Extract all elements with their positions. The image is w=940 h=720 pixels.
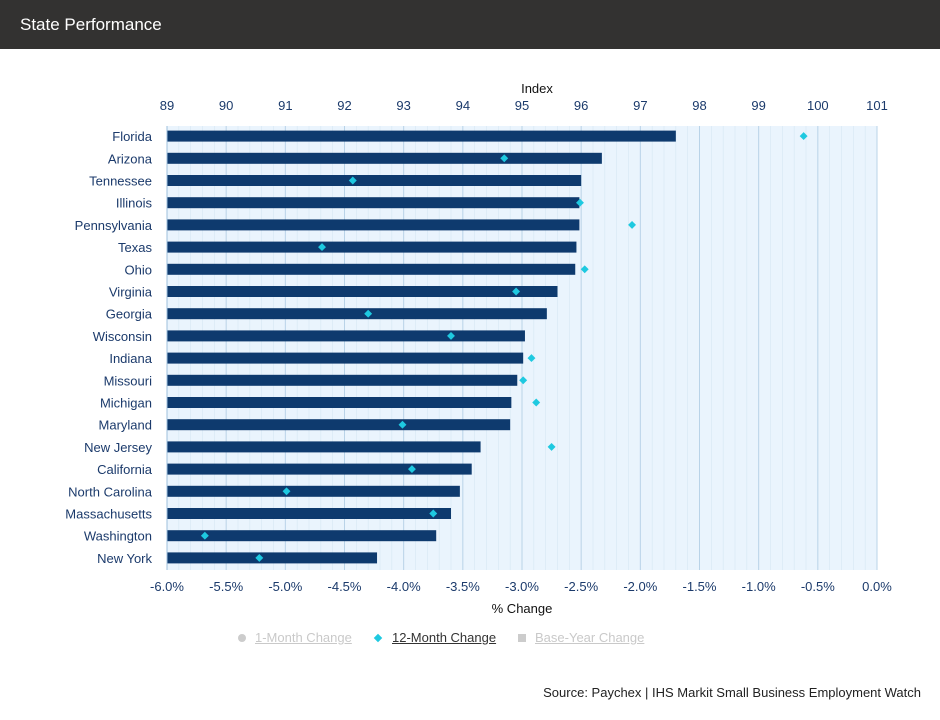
legend-label: Base-Year Change [535, 630, 645, 645]
index-bar [167, 352, 524, 364]
index-bar [167, 397, 512, 408]
top-axis-tick-label: 99 [751, 98, 765, 113]
top-axis-tick-label: 94 [456, 98, 470, 113]
diamond-icon [373, 633, 383, 642]
change-marker [255, 553, 264, 562]
change-marker [200, 531, 209, 540]
category-label: Washington [84, 529, 152, 544]
top-axis-title: Index [521, 81, 553, 96]
index-bar [167, 419, 511, 431]
legend-item-12-month-change[interactable]: 12-Month Change [373, 630, 497, 645]
top-axis-tick-label: 97 [633, 98, 647, 113]
category-label: Florida [112, 129, 153, 144]
index-bar [167, 263, 576, 275]
index-bar [167, 219, 580, 231]
top-axis-tick-label: 89 [160, 98, 174, 113]
change-marker [282, 487, 291, 496]
index-bar [167, 485, 460, 497]
change-marker [799, 132, 808, 141]
category-label: Indiana [109, 351, 152, 366]
category-label: Georgia [106, 307, 153, 322]
top-axis-tick-label: 91 [278, 98, 292, 113]
category-label: Maryland [99, 418, 152, 433]
index-bar [167, 175, 582, 186]
top-axis-tick-label: 100 [807, 98, 829, 113]
index-bar [167, 241, 577, 253]
index-bar [167, 152, 602, 164]
index-bar [167, 530, 437, 542]
top-axis-tick-label: 92 [337, 98, 351, 113]
top-axis-tick-label: 101 [866, 98, 888, 113]
category-label: Texas [118, 240, 152, 255]
legend-label: 12-Month Change [392, 630, 497, 645]
index-bar [167, 508, 451, 519]
category-label: New Jersey [84, 440, 152, 455]
index-bar [167, 308, 547, 320]
top-axis-tick-label: 90 [219, 98, 233, 113]
category-label: Wisconsin [93, 329, 152, 344]
legend-item-base-year-change[interactable]: Base-Year Change [518, 630, 644, 645]
change-marker [429, 509, 438, 518]
category-label: New York [97, 551, 152, 566]
change-marker [447, 331, 455, 340]
index-bar [167, 441, 481, 453]
change-marker [398, 420, 407, 429]
change-marker [527, 354, 536, 363]
bottom-axis-tick-label: -4.0% [387, 579, 421, 594]
bottom-axis-tick-label: -3.5% [446, 579, 480, 594]
bottom-axis-title: % Change [492, 601, 553, 616]
category-label: Tennessee [89, 174, 152, 189]
bottom-axis-tick-label: -3.0% [505, 579, 539, 594]
category-label: Illinois [116, 196, 153, 211]
square-icon [518, 633, 526, 642]
state-performance-chart: Index 89 90 91 92 93 94 95 96 97 98 99 100 101 -6.0% -5… [65, 81, 892, 616]
bottom-axis-tick-label: 0.0% [862, 579, 892, 594]
bottom-axis-tick-label: -2.5% [564, 579, 598, 594]
category-label: Virginia [109, 285, 153, 300]
category-label: Pennsylvania [75, 218, 153, 233]
legend-label: 1-Month Change [255, 630, 352, 645]
legend-item-1-month-change[interactable]: 1-Month Change [238, 630, 352, 645]
index-bar [167, 286, 558, 297]
top-axis-tick-label: 95 [515, 98, 529, 113]
circle-icon [238, 633, 246, 642]
change-marker [318, 243, 326, 252]
bottom-axis-tick-label: -5.5% [209, 579, 243, 594]
chart-legend: 1-Month Change 12-Month Change Base-Year… [0, 630, 940, 654]
change-marker [364, 309, 373, 318]
category-label: Michigan [100, 396, 152, 411]
source-note: Source: Paychex | IHS Markit Small Busin… [543, 685, 921, 700]
page-header: State Performance [0, 0, 940, 49]
category-label: North Carolina [68, 484, 153, 499]
category-label: Massachusetts [65, 507, 152, 522]
change-marker [407, 465, 416, 474]
index-bar [167, 130, 676, 142]
bottom-axis-tick-label: -2.0% [623, 579, 657, 594]
bottom-axis-tick-label: -0.5% [801, 579, 835, 594]
index-bar [167, 463, 472, 475]
top-axis-tick-label: 98 [692, 98, 706, 113]
change-marker [348, 176, 357, 185]
bottom-axis-tick-label: -4.5% [328, 579, 362, 594]
bottom-axis-tick-label: -6.0% [150, 579, 184, 594]
top-axis-tick-label: 96 [574, 98, 588, 113]
index-bar [167, 552, 378, 564]
page-title: State Performance [20, 15, 162, 34]
bottom-axis-tick-label: -1.0% [742, 579, 776, 594]
category-label: California [97, 462, 153, 477]
category-label: Missouri [104, 373, 153, 388]
index-bar [167, 197, 580, 209]
index-bar [167, 330, 525, 342]
index-bar [167, 374, 518, 386]
bottom-axis-tick-label: -1.5% [683, 579, 717, 594]
bottom-axis-tick-label: -5.0% [268, 579, 302, 594]
top-axis-tick-label: 93 [396, 98, 410, 113]
category-label: Ohio [125, 262, 152, 277]
change-marker [576, 198, 584, 207]
category-label: Arizona [108, 151, 153, 166]
